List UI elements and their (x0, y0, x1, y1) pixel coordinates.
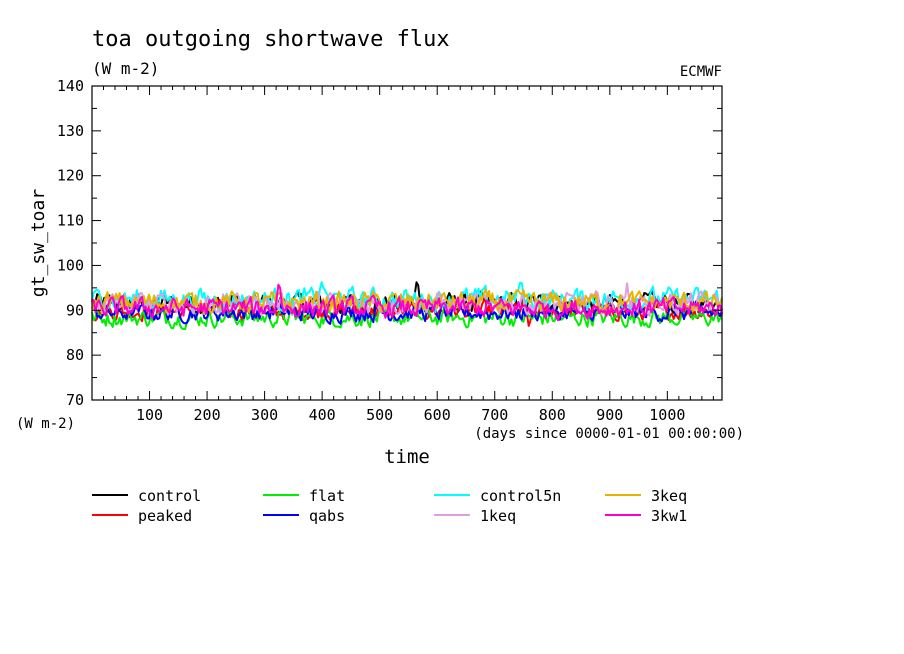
chart-title: toa outgoing shortwave flux (92, 27, 450, 52)
x-tick-label: 300 (251, 406, 278, 424)
y-axis-label: gt_sw_toar (28, 189, 49, 298)
y-tick-label: 130 (57, 122, 84, 140)
plot-frame (91, 85, 723, 401)
x-tick-label: 600 (424, 406, 451, 424)
legend-label: control5n (480, 487, 561, 505)
y-tick-label: 100 (57, 256, 84, 274)
x-tick-label: 200 (194, 406, 221, 424)
chart-source: ECMWF (680, 64, 722, 80)
series-line-3kw1 (91, 283, 723, 322)
legend-label: qabs (309, 507, 345, 525)
x-axis-units: (days since 0000-01-01 00:00:00) (474, 426, 744, 442)
legend-label: 3keq (651, 487, 687, 505)
axes-layer: 70 80 90 100 110 120 130 140 100 200 300 400 500 600 7… (57, 77, 722, 424)
x-tick-label: 100 (136, 406, 163, 424)
y-tick-label: 80 (66, 346, 84, 364)
x-tick-label: 400 (309, 406, 336, 424)
x-tick-label: 500 (366, 406, 393, 424)
chart-units: (W m-2) (92, 59, 159, 78)
y-tick-label: 70 (66, 391, 84, 409)
legend-label: peaked (138, 507, 192, 525)
legend-label: control (138, 487, 201, 505)
series-layer (91, 281, 723, 331)
legend: control peaked flat qabs control5n 1keq 3keq 3k… (92, 487, 687, 525)
x-tick-label: 900 (596, 406, 623, 424)
y-tick-label: 120 (57, 167, 84, 185)
legend-label: 3kw1 (651, 507, 687, 525)
y-tick-label: 140 (57, 77, 84, 95)
legend-label: 1keq (480, 507, 516, 525)
y-tick-label: 110 (57, 212, 84, 230)
x-tick-label: 1000 (649, 406, 685, 424)
y-axis-units: (W m-2) (16, 416, 75, 432)
x-axis-label: time (384, 446, 430, 468)
x-tick-label: 700 (481, 406, 508, 424)
legend-label: flat (309, 487, 345, 505)
y-tick-label: 90 (66, 301, 84, 319)
x-tick-label: 800 (539, 406, 566, 424)
